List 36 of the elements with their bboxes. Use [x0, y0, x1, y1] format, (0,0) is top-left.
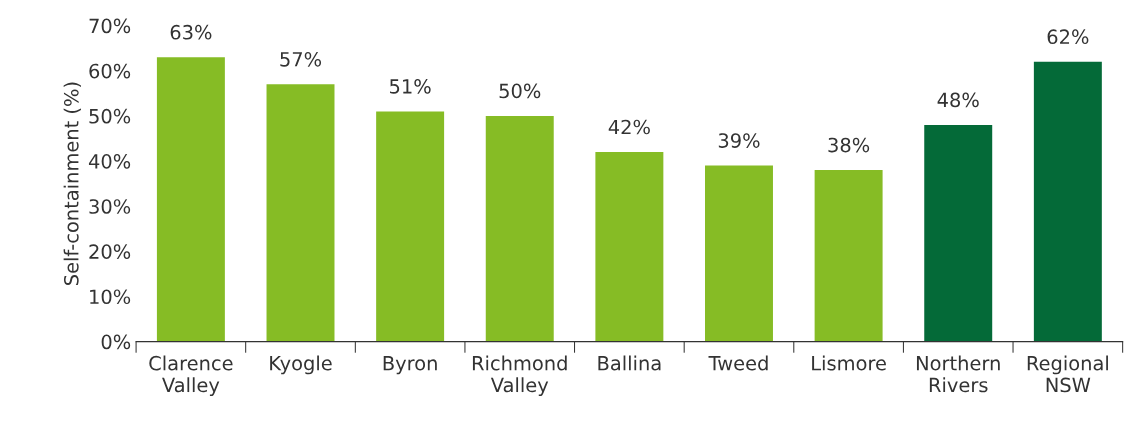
y-tick-label: 20% [89, 244, 131, 259]
data-label: 57% [280, 51, 322, 67]
bar [595, 152, 664, 342]
x-tick-label: Northern Rivers [916, 355, 1000, 393]
x-tick-label: Tweed [708, 355, 768, 371]
data-label: 38% [828, 137, 870, 153]
y-tick-label: 0% [101, 334, 131, 350]
y-tick-label: 10% [90, 289, 131, 305]
y-tick-label: 70% [89, 18, 131, 34]
x-tick-label: Clarence Valley [149, 355, 233, 397]
y-tick-label: 30% [89, 199, 131, 214]
data-label: 63% [170, 24, 212, 40]
bar [1033, 61, 1102, 342]
y-axis-title: Self-containment (%) [63, 82, 81, 286]
bar [485, 115, 554, 342]
x-tick-label: Kyogle [270, 355, 332, 375]
data-label: 39% [718, 133, 760, 148]
data-label: 50% [499, 83, 541, 99]
bar [376, 111, 445, 342]
bar [814, 170, 883, 342]
y-tick-label: 40% [88, 154, 131, 169]
x-tick-label: Regional NSW [1027, 355, 1108, 393]
x-tick-label: Byron [383, 356, 437, 375]
x-tick-label: Ballina [598, 355, 661, 371]
x-tick-label: Lismore [812, 355, 886, 371]
y-tick-label: 50% [89, 108, 131, 124]
y-tick-label: 60% [89, 63, 131, 79]
bar [924, 124, 993, 342]
data-label: 62% [1047, 29, 1089, 45]
data-label: 48% [937, 92, 979, 108]
data-label: 42% [608, 119, 650, 135]
data-label: 51% [390, 79, 431, 94]
bar [266, 84, 335, 342]
bar [705, 165, 773, 342]
x-tick-label: Richmond Valley [472, 355, 567, 397]
bar [156, 57, 225, 342]
